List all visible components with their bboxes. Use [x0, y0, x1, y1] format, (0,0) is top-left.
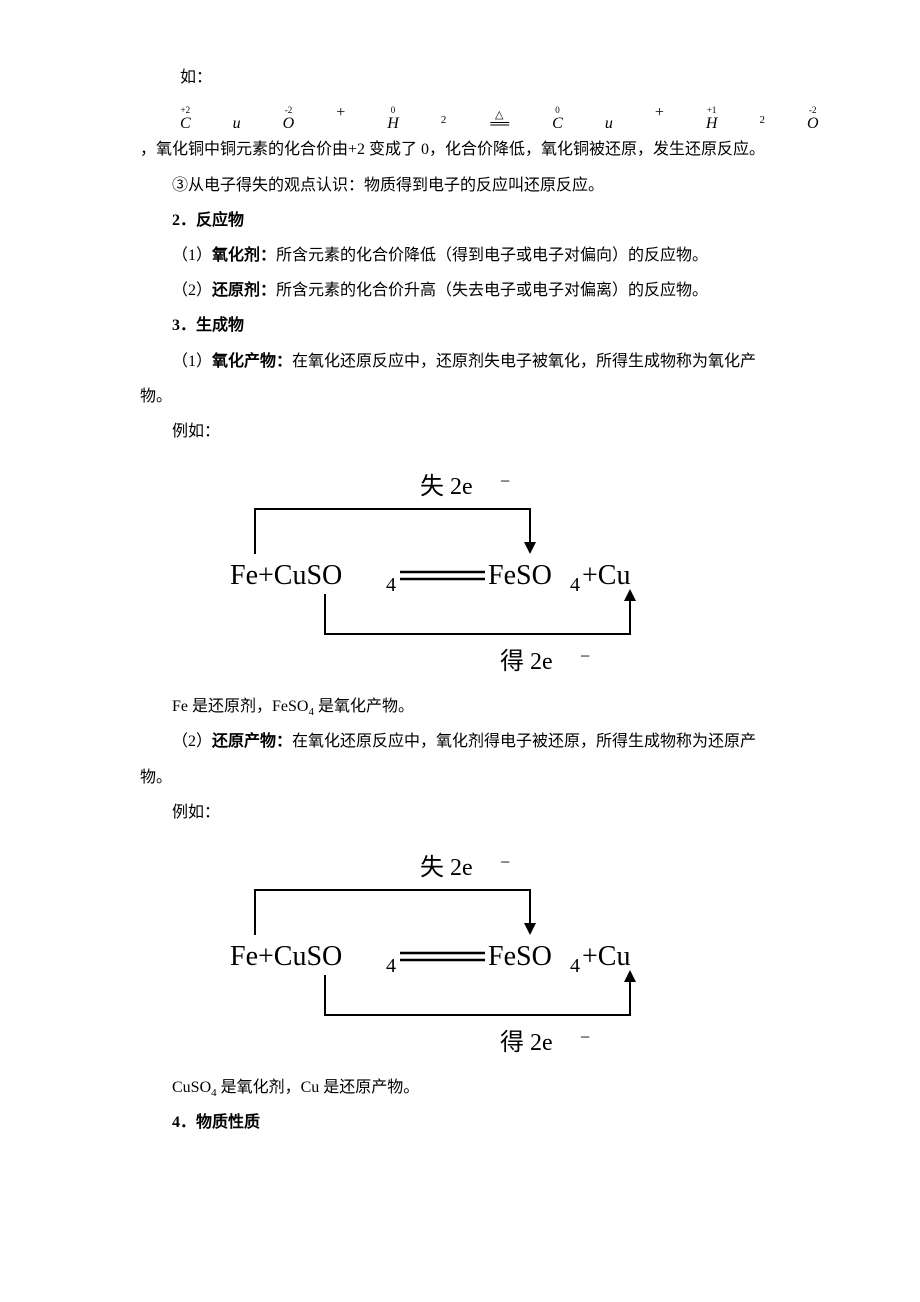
label-num-2: （2）	[172, 282, 212, 299]
sub-4-2: 4	[211, 1087, 217, 1099]
formula-sub4b-1: 4	[570, 574, 580, 596]
para-equation-intro: 如： +2Cu-2O+0H2△══0Cu++1H2-2O ，氧化铜中铜元素的化合…	[140, 60, 780, 168]
redox-diagram-svg-2: 失 2e − Fe+CuSO 4 FeSO 4 +Cu 得 2e −	[210, 850, 710, 1060]
formula-text-2c: +Cu	[582, 941, 630, 972]
heading-products: 3．生成物	[140, 308, 780, 343]
heading-substance-props: 4．物质性质	[140, 1105, 780, 1140]
lose-label-2: 失 2e	[420, 854, 473, 881]
gain-label-1: 得 2e	[500, 648, 553, 675]
equation-cuo-h2: +2Cu-2O+0H2△══0Cu++1H2-2O	[140, 95, 819, 132]
gain-sup-2: −	[580, 1027, 590, 1047]
gain-arrow-path-2	[325, 975, 630, 1015]
term-ox-product: 氧化产物：	[212, 353, 292, 370]
term-red-product: 还原产物：	[212, 733, 292, 750]
formula-text-2b: FeSO	[488, 941, 552, 972]
text-fe-1: Fe 是还原剂，FeSO	[172, 698, 308, 715]
text-cu-2: 是氧化剂，Cu 是还原产物。	[221, 1079, 420, 1096]
para-fe-reducer: Fe 是还原剂，FeSO4 是氧化产物。	[140, 689, 780, 724]
formula-text-1: Fe+CuSO	[230, 560, 342, 591]
label-num-1: （1）	[172, 247, 212, 264]
def-oxidizer: 所含元素的化合价降低（得到电子或电子对偏向）的反应物。	[276, 247, 708, 264]
eq-suffix: ，氧化铜中铜元素的化合价由+2 变成了 0，化合价降低，氧化铜被还原，发生还原反…	[140, 141, 765, 158]
para-cuso4-oxidizer: CuSO4 是氧化剂，Cu 是还原产物。	[140, 1070, 780, 1105]
para-oxidation-product: （1）氧化产物：在氧化还原反应中，还原剂失电子被氧化，所得生成物称为氧化产物。	[140, 344, 780, 414]
lose-sup-1: −	[500, 471, 510, 491]
para-electron-view: ③从电子得失的观点认识：物质得到电子的反应叫还原反应。	[140, 168, 780, 203]
para-reduction-product: （2）还原产物：在氧化还原反应中，氧化剂得电子被还原，所得生成物称为还原产物。	[140, 724, 780, 794]
gain-sup-1: −	[580, 646, 590, 666]
label-num-2b: （2）	[172, 733, 212, 750]
lose-arrowhead-2	[524, 923, 536, 935]
para-reducer: （2）还原剂：所含元素的化合价升高（失去电子或电子对偏离）的反应物。	[140, 273, 780, 308]
redox-diagram-svg-1: 失 2e − Fe+CuSO 4 FeSO 4 +Cu 得 2e −	[210, 469, 710, 679]
text-fe-2: 是氧化产物。	[318, 698, 414, 715]
lose-arrow-path-2	[255, 890, 530, 935]
diagram-fe-cuso4-2: 失 2e − Fe+CuSO 4 FeSO 4 +Cu 得 2e −	[210, 850, 710, 1060]
gain-arrow-path-1	[325, 594, 630, 634]
diagram-fe-cuso4-1: 失 2e − Fe+CuSO 4 FeSO 4 +Cu 得 2e −	[210, 469, 710, 679]
def-reducer: 所含元素的化合价升高（失去电子或电子对偏离）的反应物。	[276, 282, 708, 299]
lose-arrow-path-1	[255, 509, 530, 554]
lose-label-1: 失 2e	[420, 473, 473, 500]
formula-text-2: Fe+CuSO	[230, 941, 342, 972]
gain-label-2: 得 2e	[500, 1029, 553, 1056]
formula-sub4a-2: 4	[386, 955, 396, 977]
label-num-1b: （1）	[172, 353, 212, 370]
lose-sup-2: −	[500, 852, 510, 872]
text-cu-1: CuSO	[172, 1079, 211, 1096]
heading-reactants: 2．反应物	[140, 203, 780, 238]
sub-4-1: 4	[308, 706, 314, 718]
term-reducer: 还原剂：	[212, 282, 276, 299]
para-example-2: 例如：	[140, 795, 780, 830]
para-example-1: 例如：	[140, 414, 780, 449]
term-oxidizer: 氧化剂：	[212, 247, 276, 264]
para-oxidizer: （1）氧化剂：所含元素的化合价降低（得到电子或电子对偏向）的反应物。	[140, 238, 780, 273]
formula-text-1b: FeSO	[488, 560, 552, 591]
eq-prefix: 如：	[180, 69, 212, 86]
formula-sub4a-1: 4	[386, 574, 396, 596]
formula-text-1c: +Cu	[582, 560, 630, 591]
formula-sub4b-2: 4	[570, 955, 580, 977]
lose-arrowhead-1	[524, 542, 536, 554]
